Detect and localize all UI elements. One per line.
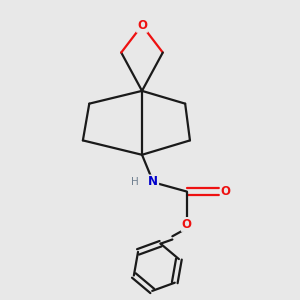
Text: N: N xyxy=(148,176,158,188)
Text: O: O xyxy=(137,19,147,32)
Text: O: O xyxy=(182,218,192,231)
Text: O: O xyxy=(221,185,231,198)
Text: H: H xyxy=(131,177,139,187)
